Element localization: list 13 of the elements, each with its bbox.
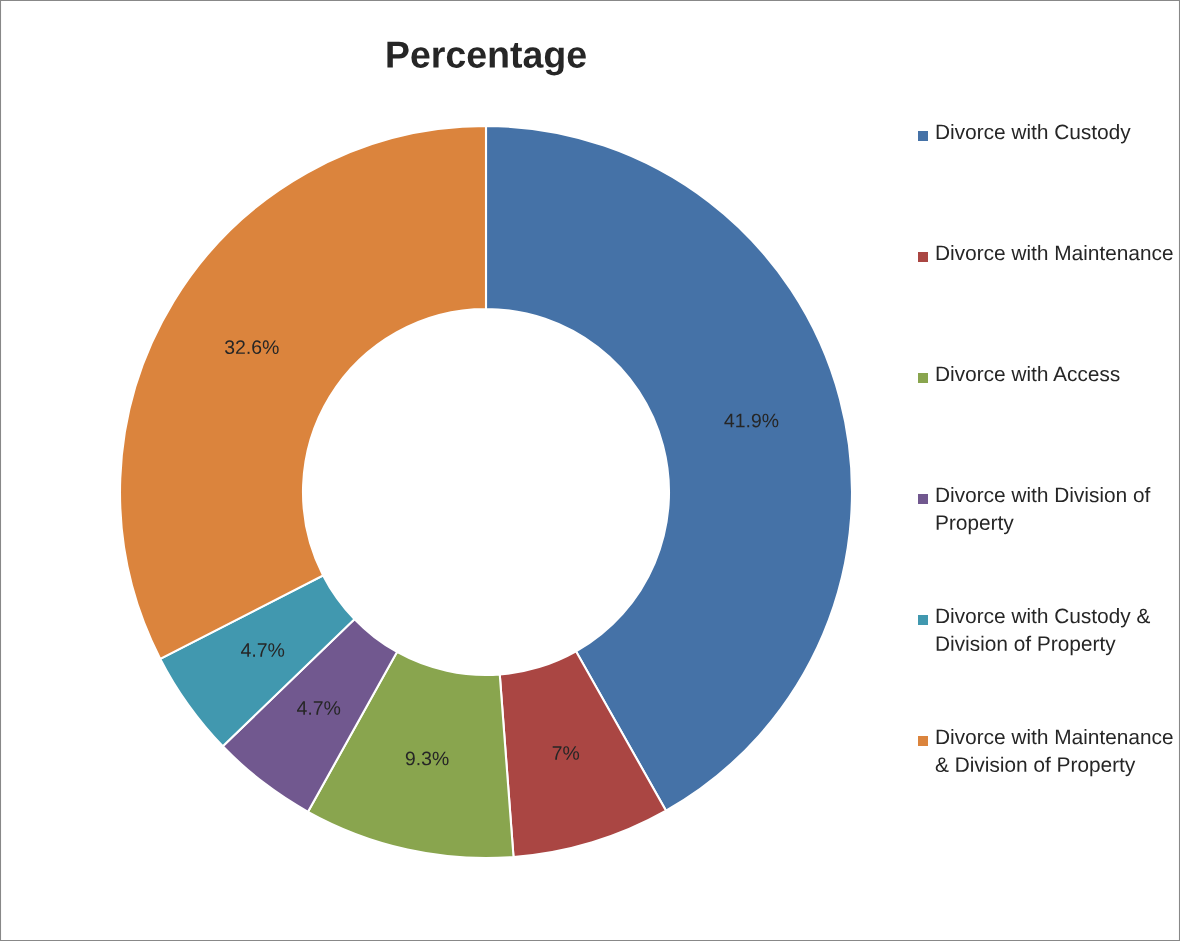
data-label: 41.9%	[724, 413, 779, 428]
data-label: 7%	[552, 746, 580, 760]
data-label: 4.7%	[297, 701, 341, 715]
legend-label: Divorce with Custody & Division of Property	[936, 608, 1151, 656]
legend-label: Divorce with Division of Property	[936, 487, 1151, 535]
legend-label: Divorce with Access	[936, 366, 1120, 382]
data-label: 9.3%	[405, 751, 449, 766]
data-label: 32.6%	[224, 340, 279, 355]
legend-label: Divorce with Maintenance	[936, 245, 1173, 261]
legend-label: Divorce with Custody	[936, 124, 1131, 144]
data-label: 4.7%	[241, 643, 285, 657]
legend-label: Divorce with Maintenance & Division of Property	[935, 729, 1173, 777]
chart-title: Percentage	[387, 41, 586, 76]
